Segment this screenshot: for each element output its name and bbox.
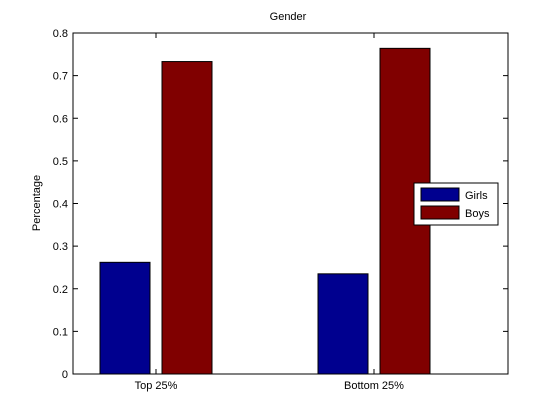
y-axis-label: Percentage [31, 175, 43, 231]
x-tick-label: Top 25% [135, 380, 178, 392]
x-tick-label: Bottom 25% [344, 380, 404, 392]
y-tick-label: 0.1 [53, 326, 68, 338]
legend-label-girls: Girls [465, 190, 488, 202]
legend-swatch-boys [420, 205, 460, 220]
y-tick-label: 0.3 [53, 241, 68, 253]
legend-swatch-girls [420, 187, 460, 202]
y-tick-label: 0.5 [53, 156, 68, 168]
y-tick-label: 0.8 [53, 28, 68, 40]
bar-girls-top [99, 261, 151, 375]
chart-title: Gender [270, 11, 307, 23]
legend: Girls Boys [413, 182, 499, 226]
legend-label-boys: Boys [465, 208, 490, 220]
y-tick-label: 0.2 [53, 284, 68, 296]
bar-girls-bottom [317, 273, 369, 375]
y-tick-label: 0 [62, 369, 68, 381]
y-tick-label: 0.7 [53, 71, 68, 83]
y-tick-label: 0.6 [53, 113, 68, 125]
y-tick-label: 0.4 [53, 199, 68, 211]
bar-boys-top [161, 61, 213, 375]
